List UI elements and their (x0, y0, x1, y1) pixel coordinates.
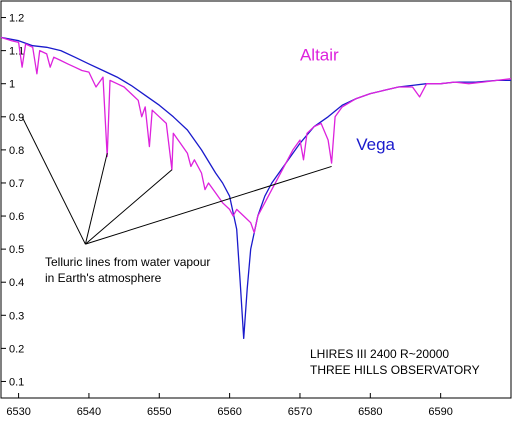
x-tick-label: 6580 (358, 406, 382, 418)
y-tick-label: 0.6 (9, 211, 24, 223)
y-axis-ticks: 0.1 0.2 0.3 0.4 0.5 0.6 0.7 0.8 0.9 1 1.1 1.2 (1, 13, 24, 388)
x-tick-label: 6590 (428, 406, 452, 418)
y-tick-label: 0.2 (9, 343, 24, 355)
series-line-altair (0, 36, 512, 234)
y-tick-label: 1.2 (9, 13, 24, 25)
x-tick-label: 6560 (217, 406, 241, 418)
annotation-pointer (84, 153, 108, 245)
legend-label-altair: Altair (300, 46, 339, 65)
legend-label-vega: Vega (356, 135, 395, 154)
telluric-annotation (21, 116, 332, 245)
y-tick-label: 1 (9, 79, 15, 91)
x-axis-ticks: 6530 6540 6550 6560 6570 6580 6590 (6, 393, 453, 418)
annotation-pointer (85, 165, 332, 245)
y-tick-label: 0.3 (9, 310, 24, 322)
y-tick-label: 0.7 (9, 178, 24, 190)
x-tick-label: 6530 (6, 406, 30, 418)
annotation-pointer (21, 116, 86, 245)
x-tick-label: 6570 (288, 406, 312, 418)
y-tick-label: 0.9 (9, 112, 24, 124)
y-tick-label: 0.1 (9, 376, 24, 388)
annotation-line-1: Telluric lines from water vapour (45, 255, 210, 269)
y-tick-label: 0.8 (9, 145, 24, 157)
annotation-pointer (85, 169, 173, 245)
observatory-info: THREE HILLS OBSERVATORY (310, 363, 480, 377)
y-tick-label: 1.1 (9, 46, 24, 58)
x-tick-label: 6550 (147, 406, 171, 418)
instrument-info: LHIRES III 2400 R~20000 (310, 347, 449, 361)
series-group (0, 36, 512, 340)
y-tick-label: 0.5 (9, 244, 24, 256)
plot-frame (0, 0, 512, 399)
y-tick-label: 0.4 (9, 277, 24, 289)
annotation-line-2: in Earth's atmosphere (45, 271, 162, 285)
x-tick-label: 6540 (77, 406, 101, 418)
